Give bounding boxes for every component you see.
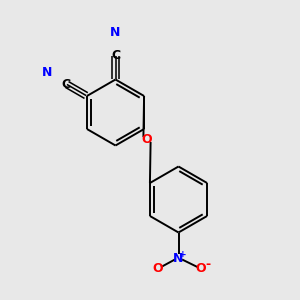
Text: C: C [61, 77, 71, 91]
Text: -: - [205, 258, 210, 272]
Text: N: N [110, 26, 121, 40]
Text: O: O [196, 262, 206, 275]
Text: C: C [111, 49, 120, 62]
Text: N: N [173, 251, 184, 265]
Text: +: + [178, 250, 186, 259]
Text: O: O [152, 262, 163, 275]
Text: N: N [41, 66, 52, 79]
Text: O: O [142, 133, 152, 146]
